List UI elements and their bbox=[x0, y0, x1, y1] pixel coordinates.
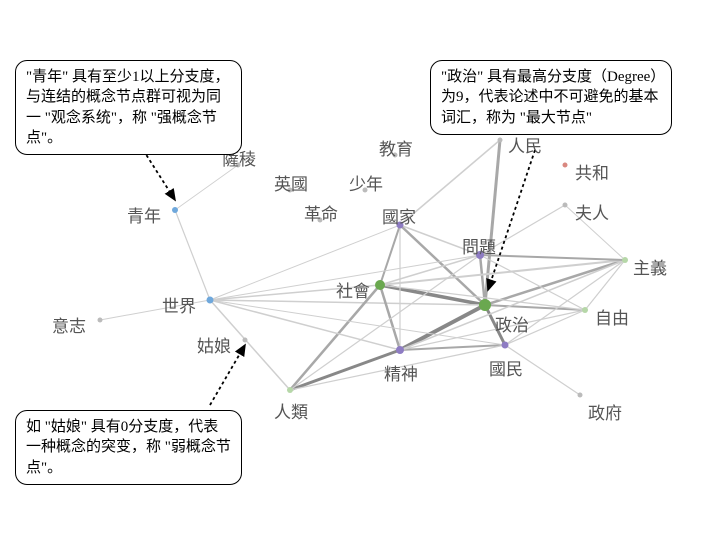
node-dot bbox=[363, 188, 368, 193]
edge bbox=[175, 165, 238, 210]
edge bbox=[210, 225, 400, 300]
edge bbox=[400, 260, 625, 350]
edge bbox=[400, 305, 485, 350]
node-dot bbox=[397, 222, 404, 229]
edge bbox=[485, 305, 505, 345]
edge bbox=[400, 310, 585, 350]
edge bbox=[505, 310, 585, 345]
ann-politics: "政治" 具有最高分支度（Degree）为9，代表论述中不可避免的基本词汇，称为… bbox=[430, 60, 672, 135]
node-dot bbox=[563, 163, 568, 168]
node-dot bbox=[172, 207, 178, 213]
edge bbox=[210, 300, 485, 305]
node-dot bbox=[236, 163, 241, 168]
node-dot bbox=[287, 387, 293, 393]
edge bbox=[380, 225, 400, 285]
edge bbox=[175, 210, 210, 300]
edge bbox=[380, 285, 485, 305]
node-dot bbox=[582, 307, 588, 313]
edge bbox=[400, 225, 480, 255]
edge bbox=[100, 300, 210, 320]
node-dot bbox=[498, 138, 503, 143]
node-dot bbox=[476, 251, 484, 259]
ann-youth: "青年" 具有至少1以上分支度，与连结的概念节点群可视为同一 "观念系统"，称 … bbox=[15, 60, 242, 155]
edge bbox=[400, 345, 505, 350]
ann-girl: 如 "姑娘" 具有0分支度，代表一种概念的突变，称 "弱概念节点"。 bbox=[15, 410, 242, 485]
node-dot bbox=[375, 280, 385, 290]
edge bbox=[505, 345, 580, 395]
edge bbox=[380, 285, 400, 350]
node-dot bbox=[502, 342, 509, 349]
edge bbox=[210, 285, 380, 300]
edge bbox=[210, 300, 290, 390]
node-dot bbox=[622, 257, 628, 263]
node-dot bbox=[318, 218, 323, 223]
edge bbox=[210, 255, 480, 300]
annotation-arrow bbox=[210, 345, 245, 405]
node-dot bbox=[396, 346, 404, 354]
node-dot bbox=[288, 188, 293, 193]
edge bbox=[485, 140, 500, 305]
node-dot bbox=[393, 153, 398, 158]
node-dot bbox=[479, 299, 491, 311]
edge bbox=[565, 205, 625, 260]
node-dot bbox=[243, 338, 248, 343]
node-dot bbox=[98, 318, 103, 323]
edge bbox=[400, 140, 500, 225]
node-dot bbox=[578, 393, 583, 398]
node-dot bbox=[563, 203, 568, 208]
node-dot bbox=[207, 297, 214, 304]
edge bbox=[480, 255, 625, 260]
